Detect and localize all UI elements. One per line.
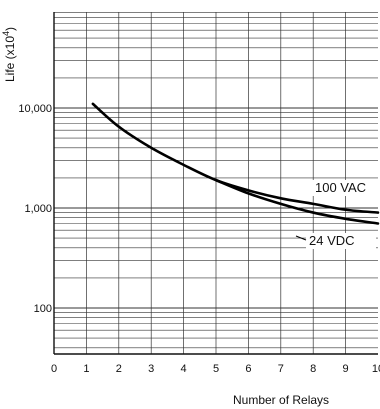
y-tick-label: 100 <box>34 303 52 315</box>
series-labels: 100 VAC 24 VDC <box>295 180 380 249</box>
y-tick-label: 1,000 <box>24 203 52 215</box>
series-label-24vdc: 24 VDC <box>309 233 355 248</box>
x-tick-label: 7 <box>278 363 284 375</box>
x-tick-label: 10 <box>372 363 380 375</box>
series-label-100vac: 100 VAC <box>315 180 366 195</box>
x-tick-label: 8 <box>310 363 316 375</box>
x-tick-label: 1 <box>83 363 89 375</box>
series-label-background <box>306 233 376 249</box>
grid <box>54 12 378 354</box>
y-tick-label: 10,000 <box>18 103 52 115</box>
x-tick-labels: 0 1 2 3 4 5 6 7 8 9 10 <box>51 363 380 375</box>
series-line-24vdc <box>214 178 380 225</box>
x-tick-label: 2 <box>116 363 122 375</box>
series-label-background <box>312 180 380 196</box>
series-lines <box>91 102 380 225</box>
series-line-100vac <box>91 102 380 214</box>
x-tick-label: 4 <box>181 363 187 375</box>
y-axis-label-exponent: 4 <box>1 31 11 36</box>
y-tick-labels: 10,000 1,000 100 <box>18 103 52 315</box>
x-tick-label: 5 <box>213 363 219 375</box>
x-tick-label: 0 <box>51 363 57 375</box>
y-axis-label-text: Life (x10 <box>3 36 17 82</box>
series-label-leader <box>295 235 307 241</box>
axes <box>53 12 378 355</box>
y-axis-label: Life (x104) <box>1 27 17 82</box>
x-axis-label: Number of Relays <box>233 393 329 407</box>
x-tick-label: 9 <box>343 363 349 375</box>
x-tick-label: 6 <box>245 363 251 375</box>
x-tick-label: 3 <box>148 363 154 375</box>
y-axis-label-close: ) <box>3 27 17 31</box>
